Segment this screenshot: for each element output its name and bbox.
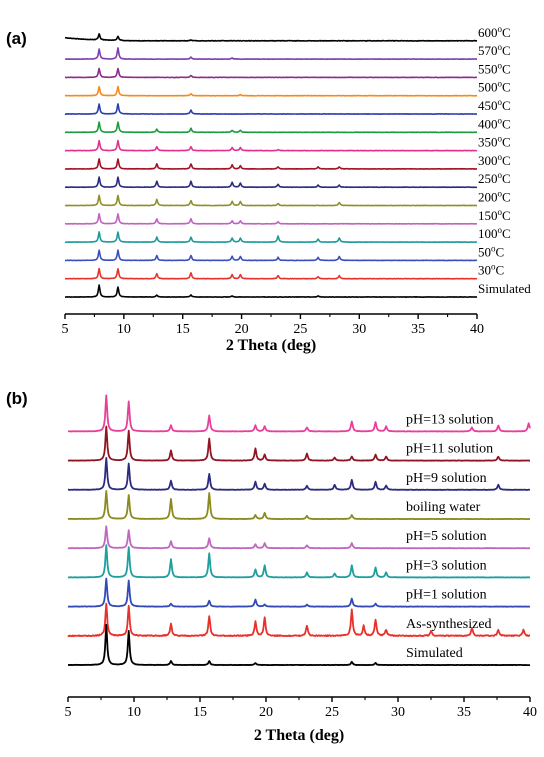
panel-a-label: (a): [6, 29, 27, 48]
panel-b-series-label-4: pH=5 solution: [406, 529, 487, 544]
panel-a-series-3: [64, 85, 478, 97]
panel-a-traces: [64, 33, 478, 298]
panel-a-series-6: [64, 139, 478, 152]
panel-b-x-tick-label-7: 40: [523, 705, 537, 720]
panel-b: (b) pH=13 solution pH=11 solution pH=9 sol…: [6, 389, 537, 744]
panel-b-x-tick-label-2: 15: [193, 705, 207, 720]
panel-a-x-tick-label-1: 10: [117, 322, 131, 337]
panel-a-x-tick-label-6: 35: [411, 322, 425, 337]
panel-a-series-7: [64, 158, 478, 170]
panel-b-series-label-8: Simulated: [406, 646, 463, 661]
panel-a-x-ticks: 5 10 15 20 25 30 35 40: [62, 314, 484, 337]
panel-a-series-label-3: 500oC: [478, 79, 511, 95]
panel-a-series-14: [64, 284, 478, 298]
panel-b-series-label-5: pH=3 solution: [406, 558, 487, 573]
panel-a-series-1: [64, 47, 478, 61]
panel-a-series-11: [64, 231, 478, 244]
panel-b-x-tick-label-5: 30: [391, 705, 405, 720]
panel-a-series-label-10: 150oC: [478, 207, 511, 223]
panel-b-series-6: [67, 577, 531, 608]
panel-b-x-tick-label-4: 25: [325, 705, 339, 720]
panel-a-series-label-14: Simulated: [478, 281, 531, 296]
panel-a-series-label-4: 450oC: [478, 97, 511, 113]
panel-a: (a) 600oC570oC550oC500oC450oC400oC350oC3…: [6, 24, 531, 354]
panel-b-x-ticks: 5 10 15 20 25 30 35 40: [65, 697, 537, 720]
panel-a-series-label-7: 300oC: [478, 152, 511, 168]
panel-a-x-tick-label-3: 20: [235, 322, 249, 337]
panel-a-series-label-0: 600oC: [478, 24, 511, 40]
panel-b-series-label-7: As-synthesized: [406, 617, 492, 632]
panel-b-series-label-0: pH=13 solution: [406, 412, 494, 427]
panel-a-series-label-6: 350oC: [478, 134, 511, 150]
panel-a-x-tick-label-5: 30: [352, 322, 366, 337]
panel-a-series-9: [64, 194, 478, 207]
panel-a-series-label-1: 570oC: [478, 42, 511, 58]
panel-a-series-13: [64, 267, 478, 280]
panel-a-series-label-2: 550oC: [478, 60, 511, 76]
panel-b-series-4: [67, 525, 531, 550]
panel-a-series-5: [64, 121, 478, 134]
panel-b-x-tick-label-0: 5: [65, 705, 72, 720]
panel-a-series-10: [64, 212, 478, 225]
panel-a-x-tick-label-2: 15: [176, 322, 190, 337]
panel-a-series-0: [64, 33, 478, 42]
panel-a-x-axis-title: 2 Theta (deg): [226, 337, 316, 354]
panel-b-x-tick-label-3: 20: [259, 705, 273, 720]
panel-b-series-label-3: boiling water: [406, 500, 481, 515]
panel-b-series-label-6: pH=1 solution: [406, 588, 487, 603]
panel-b-label: (b): [6, 389, 28, 408]
panel-a-series-label-5: 400oC: [478, 115, 511, 131]
panel-b-series-2: [67, 456, 531, 491]
panel-a-series-2: [64, 67, 478, 79]
panel-a-x-tick-label-7: 40: [470, 322, 484, 337]
panel-b-x-tick-label-1: 10: [127, 705, 141, 720]
panel-b-series-label-2: pH=9 solution: [406, 471, 487, 486]
panel-b-series-labels: pH=13 solution pH=11 solution pH=9 solutio…: [406, 412, 494, 661]
panel-b-series-0: [67, 394, 531, 433]
panel-b-series-5: [67, 544, 531, 579]
panel-a-x-tick-label-0: 5: [62, 322, 69, 337]
panel-a-series-label-11: 100oC: [478, 225, 511, 241]
panel-b-series-label-1: pH=11 solution: [406, 442, 493, 457]
panel-a-series-12: [64, 249, 478, 262]
panel-a-series-label-12: 50oC: [478, 243, 504, 259]
panel-b-traces: [67, 394, 531, 667]
panel-b-series-3: [67, 490, 531, 521]
panel-b-series-1: [67, 425, 531, 462]
panel-b-series-8: [67, 623, 531, 667]
panel-b-x-axis-title: 2 Theta (deg): [254, 727, 344, 744]
panel-a-series-4: [64, 103, 478, 115]
panel-a-series-label-9: 200oC: [478, 189, 511, 205]
panel-a-series-8: [64, 176, 478, 189]
panel-a-series-label-8: 250oC: [478, 170, 511, 186]
panel-a-series-labels: 600oC 570oC 550oC 500oC 450oC 400oC 350oC 300oC…: [478, 24, 531, 296]
panel-a-series-label-13: 30oC: [478, 262, 504, 278]
panel-b-x-tick-label-6: 35: [457, 705, 471, 720]
panel-a-x-tick-label-4: 25: [293, 322, 307, 337]
panel-b-series-7: [67, 602, 531, 638]
